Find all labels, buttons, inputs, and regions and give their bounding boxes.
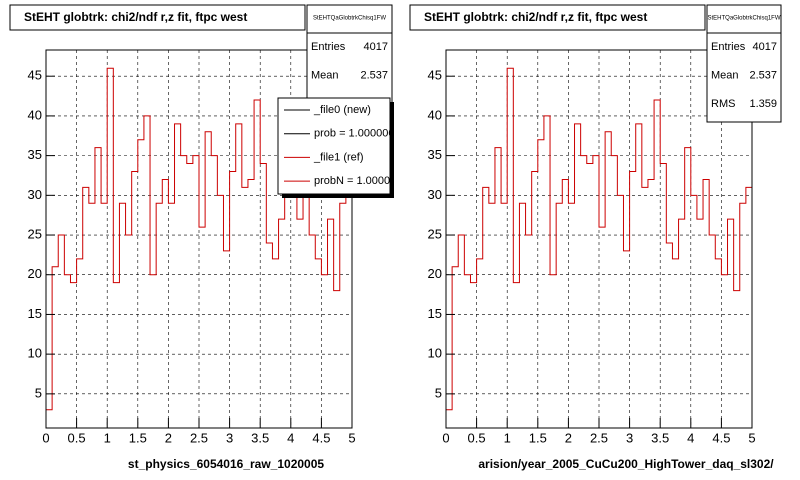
stats-label: Mean	[711, 69, 739, 81]
stats-box	[706, 4, 782, 123]
stats-label: RMS	[711, 98, 735, 110]
x-axis-label: st_physics_6054016_raw_1020005	[128, 457, 324, 471]
y-tick-label: 25	[428, 226, 442, 241]
stats-value: 4017	[753, 41, 777, 53]
x-tick-label: 3.5	[251, 430, 269, 445]
x-tick-label: 4.5	[312, 430, 330, 445]
y-tick-label: 45	[428, 68, 442, 83]
x-tick-label: 4	[287, 430, 294, 445]
y-tick-label: 10	[28, 346, 42, 361]
x-tick-label: 3	[626, 430, 633, 445]
legend-items: _file0 (new) prob = 1.000000 _file1 (ref) p…	[284, 104, 402, 187]
legend-box	[277, 97, 391, 195]
title-box	[409, 4, 706, 31]
x-tick-label: 5	[348, 430, 355, 445]
histogram-line	[45, 67, 353, 428]
chart-title: StEHT globtrk: chi2/ndf r,z fit, ftpc we…	[24, 10, 247, 24]
y-tick-label: 15	[28, 306, 42, 321]
x-tick-label: 3.5	[651, 430, 669, 445]
stats-label: Mean	[311, 69, 339, 81]
legend-label: _file0 (new)	[313, 104, 371, 116]
x-tick-label: 2.5	[590, 430, 608, 445]
y-tick-label: 25	[28, 226, 42, 241]
x-axis-label: arision/year_2005_CuCu200_HighTower_daq_…	[478, 457, 774, 471]
stats-value: 4017	[364, 41, 388, 53]
legend-label: probN = 1.000000	[314, 175, 402, 187]
x-tick-label: 2.5	[190, 430, 208, 445]
x-tick-label: 0.5	[468, 430, 486, 445]
x-tick-label: 1.5	[529, 430, 547, 445]
y-tick-label: 10	[428, 346, 442, 361]
stats-value: 1.359	[749, 98, 777, 110]
y-tick-label: 5	[35, 385, 42, 400]
x-tick-label: 0.5	[68, 430, 86, 445]
y-tick-label: 30	[428, 187, 442, 202]
x-tick-label: 1	[104, 430, 111, 445]
legend-label: _file1 (ref)	[313, 151, 364, 163]
y-tick-label: 30	[28, 187, 42, 202]
x-tick-label: 0	[442, 430, 449, 445]
histogram-line	[445, 67, 753, 428]
y-tick-label: 35	[28, 147, 42, 162]
y-tick-label: 40	[428, 107, 442, 122]
x-tick-label: 1.5	[129, 430, 147, 445]
y-tick-label: 15	[428, 306, 442, 321]
x-tick-label: 0	[42, 430, 49, 445]
y-tick-label: 20	[28, 266, 42, 281]
stats-label: Entries	[711, 41, 746, 53]
stats-label: Entries	[311, 41, 346, 53]
x-tick-label: 1	[504, 430, 511, 445]
title-box	[9, 4, 306, 31]
x-tick-label: 3	[226, 430, 233, 445]
legend-label: prob = 1.000000	[314, 128, 394, 140]
chart-title: StEHT globtrk: chi2/ndf r,z fit, ftpc we…	[424, 10, 647, 24]
y-tick-label: 35	[428, 147, 442, 162]
stats-value: 2.537	[360, 69, 388, 81]
stats-value: 2.537	[749, 69, 777, 81]
x-tick-label: 5	[748, 430, 755, 445]
y-tick-label: 40	[28, 107, 42, 122]
y-tick-label: 45	[28, 68, 42, 83]
x-tick-label: 2	[165, 430, 172, 445]
y-tick-label: 5	[435, 385, 442, 400]
stats-name: StEHTQaGlobtrkChisq1FW	[313, 16, 386, 22]
stats-name: StEHTQaGlobtrkChisq1FW	[707, 16, 780, 22]
x-tick-label: 4	[687, 430, 694, 445]
x-tick-label: 4.5	[712, 430, 730, 445]
x-tick-label: 2	[565, 430, 572, 445]
y-tick-label: 20	[428, 266, 442, 281]
